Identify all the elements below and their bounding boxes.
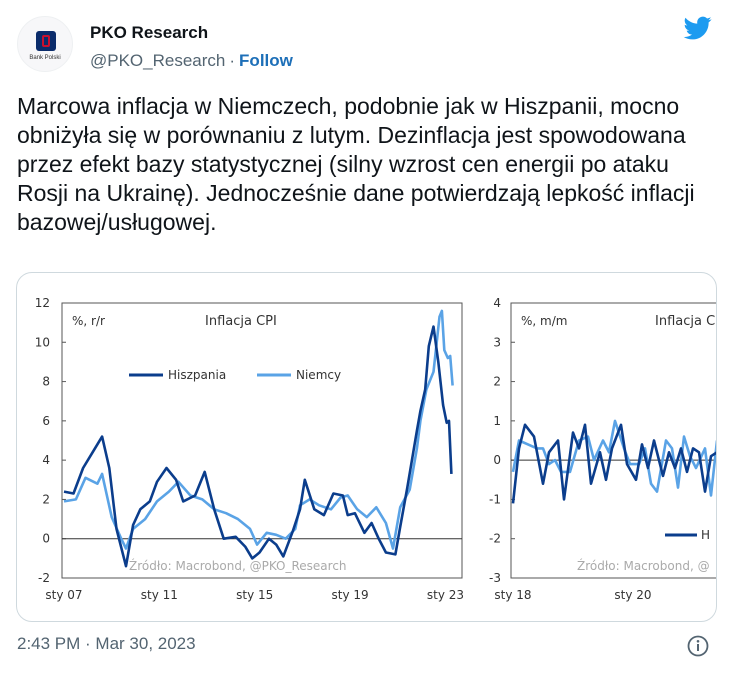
author-name[interactable]: PKO Research bbox=[90, 23, 209, 42]
chart1-legend-hiszpania: Hiszpania bbox=[168, 368, 226, 382]
author-handle[interactable]: @PKO_Research bbox=[90, 51, 226, 70]
c1-xtick-label: sty 11 bbox=[141, 588, 178, 602]
c2-xtick-label: sty 18 bbox=[494, 588, 531, 602]
c1-ytick-label: 8 bbox=[42, 375, 50, 389]
chart1-source: Źródło: Macrobond, @PKO_Research bbox=[129, 558, 347, 573]
c1-ytick-label: 0 bbox=[42, 532, 50, 546]
c2-ytick-label: -1 bbox=[489, 492, 501, 506]
chart2-frame bbox=[510, 302, 716, 579]
chart2-ylabel: %, m/m bbox=[521, 314, 567, 328]
author-avatar[interactable]: Bank Polski bbox=[17, 16, 73, 72]
c2-series-hiszpania bbox=[511, 423, 716, 504]
c1-ytick-label: 4 bbox=[42, 453, 50, 467]
c1-ytick-label: 10 bbox=[35, 335, 50, 349]
c2-ytick-label: 1 bbox=[493, 414, 501, 428]
tweet-text: Marcowa inflacja w Niemczech, podobnie j… bbox=[17, 93, 695, 235]
chart1-ylabel: %, r/r bbox=[72, 314, 105, 328]
chart1-title: Inflacja CPI bbox=[205, 314, 277, 329]
c1-xtick-label: sty 15 bbox=[236, 588, 273, 602]
chart1-frame bbox=[61, 302, 463, 579]
follow-button[interactable]: Follow bbox=[239, 51, 293, 70]
c1-series-niemcy bbox=[63, 309, 454, 550]
tweet-timestamp[interactable]: 2:43 PM · Mar 30, 2023 bbox=[17, 634, 196, 653]
twitter-bird-icon[interactable] bbox=[682, 14, 714, 42]
chart2-source: Źródło: Macrobond, @ bbox=[577, 558, 710, 573]
c2-ytick-label: -2 bbox=[489, 532, 501, 546]
c1-ytick-label: 12 bbox=[35, 296, 50, 310]
pko-logo-icon bbox=[36, 31, 56, 51]
c1-series-hiszpania bbox=[63, 325, 453, 568]
c1-xtick-label: sty 19 bbox=[332, 588, 369, 602]
c2-ytick-label: 3 bbox=[493, 335, 501, 349]
c2-ytick-label: 4 bbox=[493, 296, 501, 310]
c2-ytick-label: 0 bbox=[493, 453, 501, 467]
info-icon[interactable] bbox=[686, 634, 710, 658]
c2-xtick-label: sty 20 bbox=[614, 588, 651, 602]
c1-xtick-label: sty 07 bbox=[45, 588, 82, 602]
c2-ytick-label: -3 bbox=[489, 571, 501, 585]
separator-dot: · bbox=[229, 51, 236, 70]
chart2-legend-label: H bbox=[701, 528, 710, 542]
avatar-caption: Bank Polski bbox=[29, 55, 61, 61]
c1-xtick-label: sty 23 bbox=[427, 588, 464, 602]
c1-ytick-label: -2 bbox=[38, 571, 50, 585]
c1-ytick-label: 2 bbox=[42, 492, 50, 506]
c2-ytick-label: 2 bbox=[493, 375, 501, 389]
author-handle-row: @PKO_Research · Follow bbox=[90, 51, 293, 71]
chart2-title: Inflacja C bbox=[655, 314, 715, 329]
chart1-legend-niemcy: Niemcy bbox=[296, 368, 341, 382]
c1-ytick-label: 6 bbox=[42, 414, 50, 428]
